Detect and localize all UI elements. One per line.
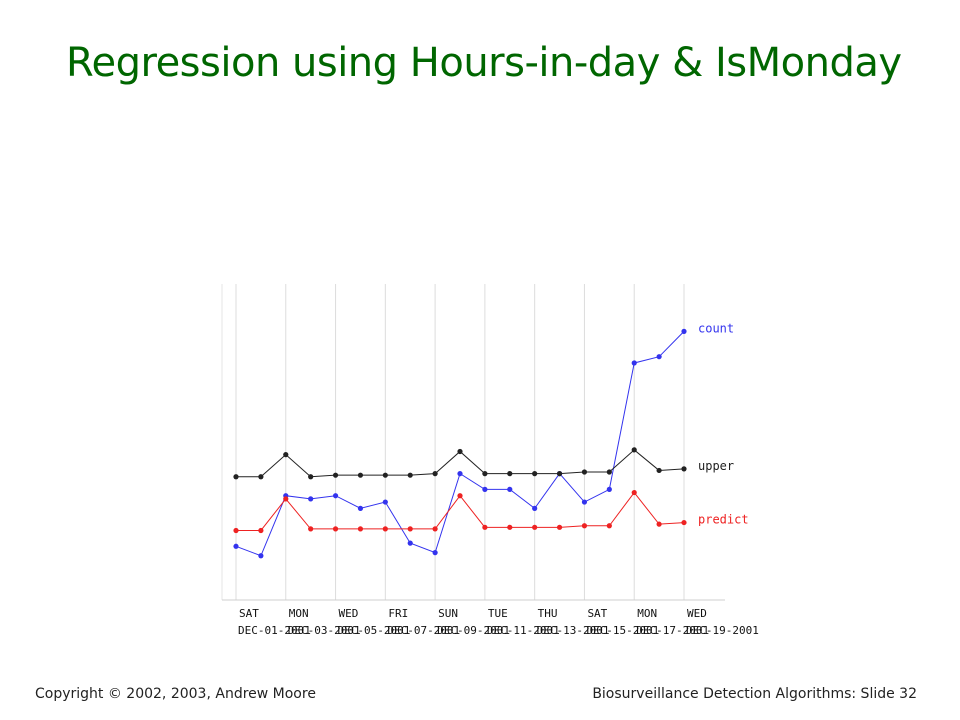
x-tick-day-label: SAT [587, 607, 607, 620]
data-point-upper [606, 469, 612, 475]
data-point-upper [482, 471, 488, 477]
data-point-count [457, 471, 463, 477]
data-point-predict [631, 489, 637, 496]
data-point-predict [432, 526, 438, 532]
data-point-predict [656, 521, 662, 527]
x-tick-date-label: DEC-01-2001 [238, 624, 311, 637]
footer-copyright: Copyright © 2002, 2003, Andrew Moore [35, 686, 316, 702]
x-tick-day-label: WED [687, 607, 707, 620]
data-point-upper [457, 448, 463, 455]
data-point-count [656, 354, 662, 360]
data-point-predict [681, 519, 687, 526]
footer-slide-info: Biosurveillance Detection Algorithms: Sl… [592, 686, 917, 702]
data-point-count [233, 543, 239, 549]
data-point-count [532, 505, 538, 511]
data-point-count [432, 550, 438, 556]
data-point-count [407, 540, 413, 546]
x-tick-date-label: DEC-15-2001 [586, 624, 659, 637]
data-point-predict [482, 524, 488, 530]
data-point-predict [581, 523, 588, 529]
data-point-count [382, 499, 388, 505]
data-point-count [606, 486, 612, 492]
data-point-upper [407, 472, 413, 478]
data-point-upper [631, 447, 637, 453]
data-point-count [581, 499, 588, 505]
x-tick-day-label: MON [637, 607, 657, 620]
data-point-predict [457, 493, 463, 499]
data-point-upper [656, 467, 662, 474]
data-point-predict [308, 526, 314, 532]
data-point-upper [382, 472, 388, 478]
data-point-predict [357, 526, 364, 532]
x-tick-date-label: DEC-07-2001 [387, 624, 460, 637]
data-point-upper [507, 471, 513, 477]
x-tick-day-label: SAT [239, 607, 259, 620]
series-line-count [235, 331, 685, 557]
data-point-predict [382, 526, 388, 532]
data-point-upper [357, 472, 364, 478]
data-point-upper [233, 474, 239, 480]
data-point-count [332, 493, 339, 499]
data-point-count [258, 553, 264, 559]
data-point-predict [532, 524, 538, 530]
data-point-upper [532, 471, 538, 477]
x-tick-date-label: DEC-05-2001 [338, 624, 411, 637]
data-point-predict [233, 527, 239, 534]
data-point-count [681, 328, 687, 334]
legend-label-upper: upper [698, 459, 734, 473]
data-point-upper [258, 474, 264, 480]
x-tick-day-label: THU [538, 607, 558, 620]
x-tick-date-label: DEC-11-2001 [487, 624, 560, 637]
data-point-predict [407, 526, 413, 532]
slide-title: Regression using Hours-in-day & IsMonday [66, 40, 902, 86]
data-point-upper [332, 472, 339, 478]
data-point-predict [332, 526, 339, 532]
data-point-upper [581, 469, 588, 475]
x-tick-day-label: FRI [388, 607, 408, 620]
x-tick-date-label: DEC-09-2001 [437, 624, 510, 637]
data-point-predict [283, 496, 289, 502]
data-point-predict [606, 523, 612, 529]
data-point-predict [258, 527, 264, 534]
x-tick-day-label: MON [289, 607, 309, 620]
data-point-upper [681, 466, 687, 472]
data-point-upper [556, 471, 563, 477]
data-point-count [357, 505, 364, 511]
x-tick-date-label: DEC-03-2001 [288, 624, 361, 637]
x-tick-day-label: WED [339, 607, 359, 620]
x-tick-day-label: TUE [488, 607, 508, 620]
x-tick-day-label: SUN [438, 607, 458, 620]
x-tick-date-label: DEC-13-2001 [537, 624, 610, 637]
legend-label-count: count [698, 321, 734, 335]
data-point-upper [432, 471, 438, 477]
data-point-upper [308, 474, 314, 480]
x-tick-date-label: DEC-19-2001 [686, 624, 759, 637]
data-point-predict [556, 524, 563, 530]
data-point-upper [283, 452, 289, 458]
data-point-count [507, 486, 513, 492]
data-point-predict [507, 524, 513, 530]
legend-label-predict: predict [698, 513, 749, 527]
data-point-count [308, 496, 314, 502]
data-point-count [482, 486, 488, 492]
data-point-count [631, 360, 637, 366]
x-tick-date-label: DEC-17-2001 [636, 624, 709, 637]
